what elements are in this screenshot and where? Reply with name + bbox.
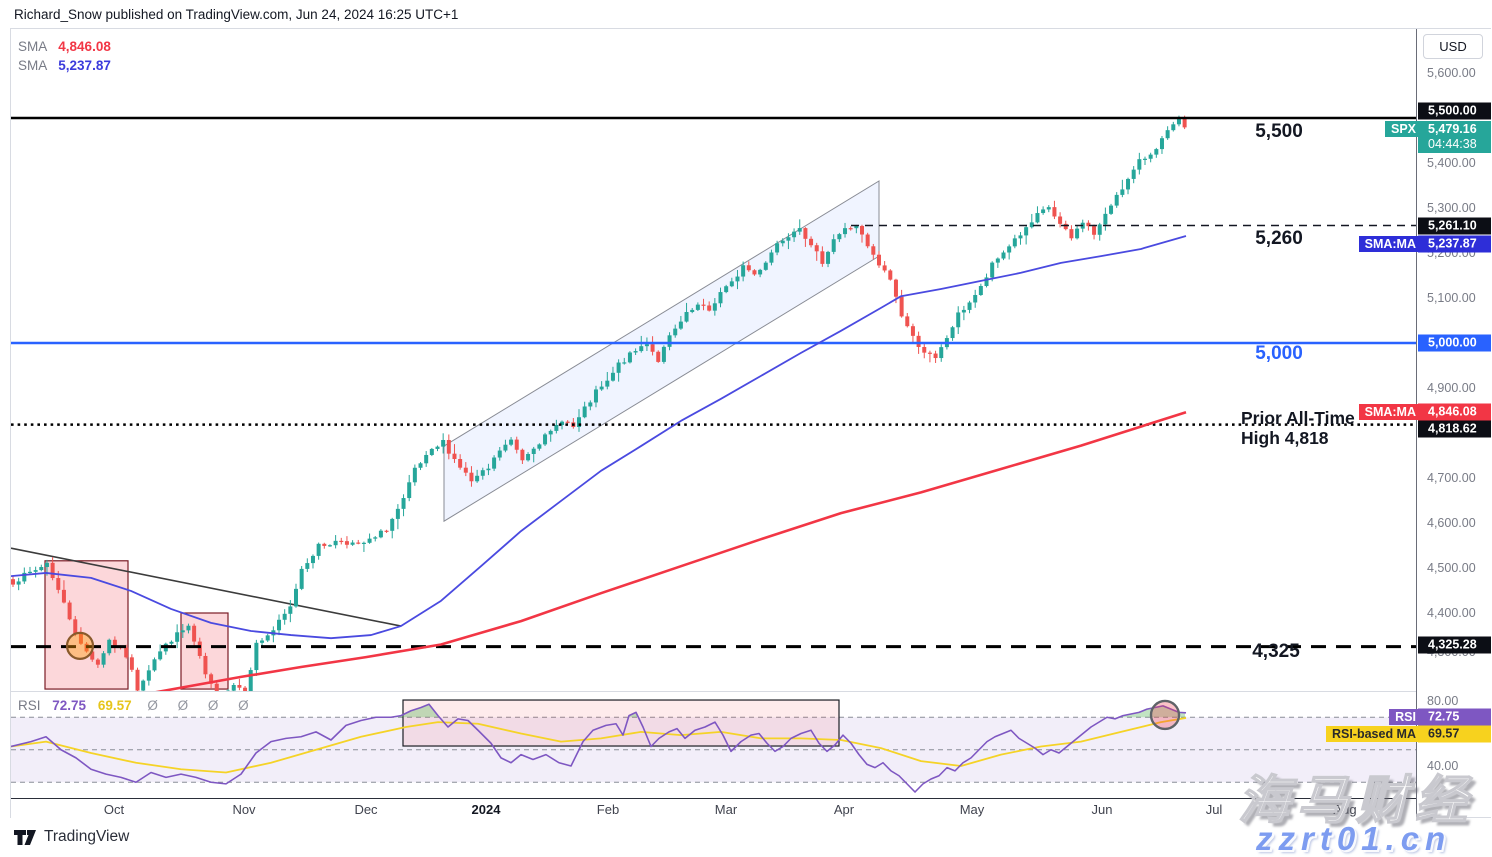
- axis-tick: 5,100.00: [1427, 291, 1476, 305]
- rsi-line: [11, 703, 1187, 793]
- time-label: Dec: [354, 802, 378, 817]
- tradingview-brand-text[interactable]: TradingView: [44, 828, 130, 845]
- sma-fast-line: [11, 235, 1187, 640]
- time-label: Apr: [833, 802, 855, 817]
- time-label: Jul: [1205, 802, 1223, 817]
- price-tag: 72.75: [1418, 708, 1491, 726]
- sma-fast-legend[interactable]: SMA 5,237.87: [18, 58, 111, 73]
- footer: TradingView: [14, 828, 129, 846]
- axis-tick: 5,300.00: [1427, 201, 1476, 215]
- axis-tick: 80.00: [1427, 694, 1459, 708]
- axis-tick: 5,400.00: [1427, 156, 1476, 170]
- rsi-empty-slots: Ø Ø Ø Ø: [147, 698, 257, 713]
- currency-button[interactable]: USD: [1423, 34, 1483, 59]
- publish-byline: Richard_Snow published on TradingView.co…: [14, 7, 459, 22]
- price-scale[interactable]: USD 5,600.00 5,400.00 5,300.00 5,200.00 5,10…: [1416, 29, 1491, 817]
- time-label: Feb: [596, 802, 620, 817]
- countdown-timer: 04:44:38: [1428, 137, 1477, 151]
- axis-tick: 5,600.00: [1427, 66, 1476, 80]
- descending-trendline: [11, 547, 402, 627]
- rsi-highlight-circle: [1149, 699, 1181, 731]
- series-edge-tag: RSI-based MA: [1325, 726, 1422, 742]
- price-tag: 69.57: [1418, 725, 1491, 743]
- axis-tick: 4,700.00: [1427, 471, 1476, 485]
- parallel-channel: [443, 180, 880, 523]
- rsi-value: 72.75: [52, 698, 87, 713]
- annotation-4325: 4,325: [1252, 641, 1300, 662]
- time-label: Jun: [1091, 802, 1113, 817]
- axis-tick: 4,400.00: [1427, 606, 1476, 620]
- watermark-url: zzrt01.cn: [1256, 820, 1452, 857]
- series-edge-tag: RSI: [1389, 709, 1422, 725]
- price-tag: 4,325.28: [1418, 636, 1491, 654]
- axis-tick: 4,600.00: [1427, 516, 1476, 530]
- rsi-ma-line: [11, 717, 1187, 774]
- price-tag: 5,000.00: [1418, 334, 1491, 352]
- time-label: Mar: [714, 802, 738, 817]
- rsi-ma-value: 69.57: [97, 698, 132, 713]
- price-pane-graphics: [11, 115, 1416, 691]
- time-label: 2024: [471, 802, 501, 817]
- annotation-5260: 5,260: [1255, 228, 1303, 249]
- price-tag: 5,500.00: [1418, 102, 1491, 120]
- rsi-pane-graphics: [11, 699, 1416, 793]
- time-label: Nov: [232, 802, 256, 817]
- sma-slow-line: [155, 411, 1187, 691]
- chart-frame: SMA 4,846.08 SMA 5,237.87 RSI 72.75 69.5…: [10, 28, 1491, 818]
- price-tag: 4,818.62: [1418, 420, 1491, 438]
- price-tag: 5,237.87: [1418, 235, 1491, 253]
- time-scale[interactable]: Oct Nov Dec 2024 Feb Mar Apr May Jun Jul Aug: [11, 798, 1416, 818]
- sma-label: SMA: [18, 39, 47, 54]
- price-tag: 5,479.16 04:44:38: [1418, 121, 1491, 153]
- axis-tick: 40.00: [1427, 759, 1459, 773]
- price-pane[interactable]: [11, 29, 1416, 817]
- sma-slow-legend[interactable]: SMA 4,846.08: [18, 39, 111, 54]
- rsi-label: RSI: [18, 698, 41, 713]
- watermark-chinese: 海马财经: [1237, 771, 1475, 831]
- annotation-5500: 5,500: [1255, 121, 1303, 142]
- sma-slow-value: 4,846.08: [58, 39, 111, 54]
- tradingview-logo-icon[interactable]: [14, 829, 37, 846]
- sma-fast-value: 5,237.87: [58, 58, 111, 73]
- series-edge-tag: SPX: [1384, 121, 1422, 137]
- series-edge-tag: SMA:MA: [1358, 236, 1422, 252]
- time-label: Aug: [1333, 802, 1357, 817]
- annotation-5000: 5,000: [1255, 343, 1303, 364]
- price-tag: 5,261.10: [1418, 217, 1491, 235]
- axis-tick: 4,500.00: [1427, 561, 1476, 575]
- axis-tick: 4,900.00: [1427, 381, 1476, 395]
- time-label: Oct: [103, 802, 125, 817]
- price-tag: 4,846.08: [1418, 403, 1491, 421]
- candlestick-series: [11, 115, 1187, 691]
- time-label: May: [959, 802, 985, 817]
- candle-highlight-circle: [65, 631, 95, 660]
- sma-label: SMA: [18, 58, 47, 73]
- annotation-prior-ath: Prior All-Time High 4,818: [1241, 408, 1355, 448]
- annotation-prior-ath-line1: Prior All-Time: [1241, 408, 1355, 428]
- rsi-legend[interactable]: RSI 72.75 69.57 Ø Ø Ø Ø: [18, 698, 257, 713]
- series-edge-tag: SMA:MA: [1358, 404, 1422, 420]
- indicator-legend[interactable]: SMA 4,846.08 SMA 5,237.87: [18, 39, 111, 77]
- annotation-prior-ath-line2: High 4,818: [1241, 428, 1329, 448]
